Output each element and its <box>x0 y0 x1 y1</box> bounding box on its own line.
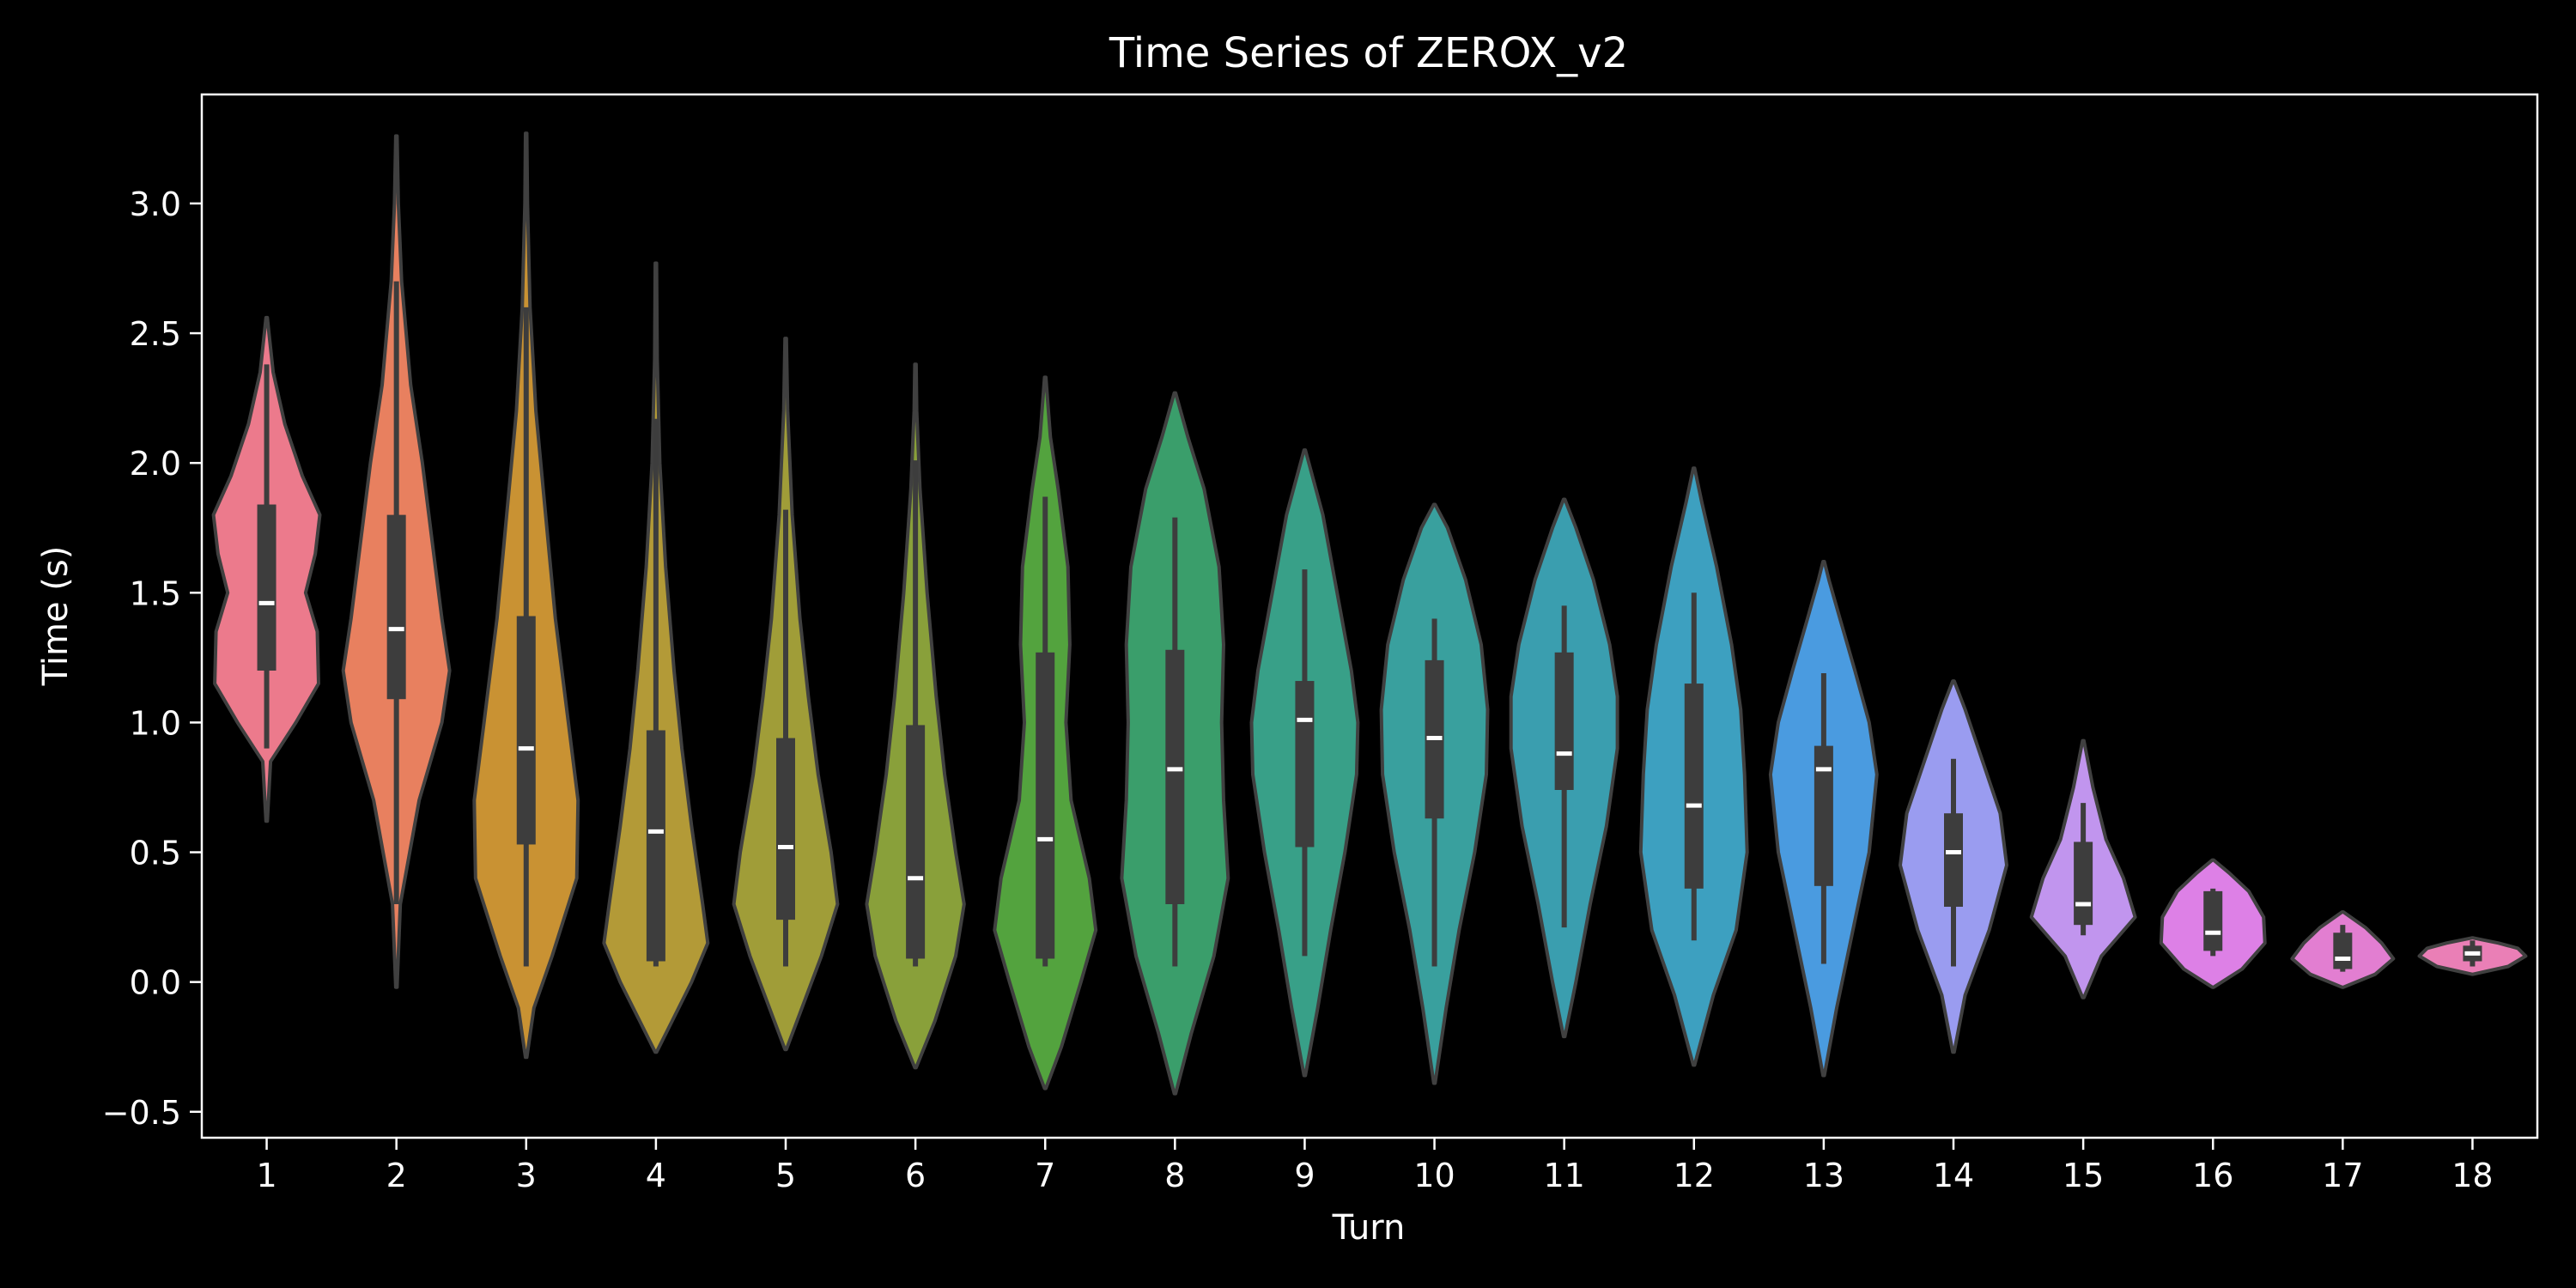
iqr-box-turn-2 <box>386 514 406 700</box>
iqr-box-turn-6 <box>906 725 926 959</box>
y-tick-label: 2.5 <box>130 315 181 353</box>
x-tick-label: 2 <box>386 1157 407 1194</box>
violins-layer <box>211 131 2528 1096</box>
iqr-box-turn-12 <box>1684 683 1704 889</box>
iqr-box-turn-8 <box>1165 649 1185 904</box>
x-axis-label: Turn <box>1332 1208 1406 1248</box>
x-tick-label: 6 <box>905 1157 926 1194</box>
y-tick-label: 2.0 <box>130 445 181 483</box>
x-tick-label: 10 <box>1413 1157 1455 1194</box>
iqr-box-turn-9 <box>1295 681 1315 848</box>
x-axis-ticks: 1 2 3 4 5 6 7 8 9 10 11 12 13 14 15 16 17 18 <box>256 1138 2494 1194</box>
x-tick-label: 4 <box>646 1157 666 1194</box>
x-tick-label: 1 <box>256 1157 276 1194</box>
iqr-box-turn-4 <box>646 730 665 962</box>
iqr-box-turn-3 <box>516 616 536 845</box>
y-tick-label: 1.0 <box>130 704 181 742</box>
x-tick-label: 9 <box>1294 1157 1315 1194</box>
y-tick-label: 0.5 <box>130 835 181 872</box>
x-tick-label: 16 <box>2192 1157 2233 1194</box>
x-tick-label: 3 <box>516 1157 537 1194</box>
iqr-box-turn-14 <box>1944 813 1963 908</box>
y-tick-label: 3.0 <box>130 185 181 223</box>
chart-title: Time Series of ZEROX_v2 <box>1109 29 1628 77</box>
x-tick-label: 13 <box>1803 1157 1844 1194</box>
x-tick-label: 17 <box>2322 1157 2363 1194</box>
y-tick-label: 0.0 <box>130 964 181 1002</box>
iqr-box-turn-11 <box>1554 652 1574 790</box>
x-tick-label: 12 <box>1674 1157 1715 1194</box>
y-tick-label: 1.5 <box>130 574 181 612</box>
x-tick-label: 15 <box>2063 1157 2104 1194</box>
y-axis-ticks: −0.5 0.0 0.5 1.0 1.5 2.0 2.5 3.0 <box>102 185 202 1132</box>
iqr-box-turn-13 <box>1814 745 1833 886</box>
x-tick-label: 8 <box>1164 1157 1185 1194</box>
iqr-box-turn-15 <box>2074 841 2093 926</box>
x-tick-label: 18 <box>2451 1157 2493 1194</box>
iqr-box-turn-17 <box>2333 933 2353 969</box>
iqr-box-turn-5 <box>776 738 795 920</box>
x-tick-label: 14 <box>1933 1157 1974 1194</box>
x-tick-label: 5 <box>775 1157 796 1194</box>
iqr-box-turn-16 <box>2203 890 2223 951</box>
y-axis-label: Time (s) <box>36 546 76 687</box>
iqr-box-turn-1 <box>257 504 276 671</box>
y-tick-label: −0.5 <box>102 1094 181 1132</box>
plot-frame <box>200 93 2539 1139</box>
x-tick-label: 11 <box>1543 1157 1584 1194</box>
iqr-box-turn-7 <box>1036 652 1055 959</box>
x-tick-label: 7 <box>1035 1157 1055 1194</box>
